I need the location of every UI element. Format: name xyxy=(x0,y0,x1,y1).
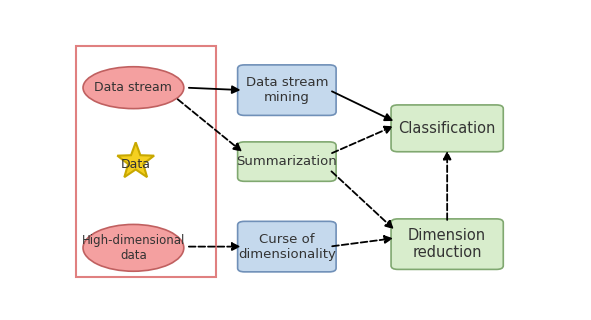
Text: Dimension
reduction: Dimension reduction xyxy=(408,228,486,260)
FancyBboxPatch shape xyxy=(391,219,504,269)
Text: Data stream
mining: Data stream mining xyxy=(246,76,328,104)
Ellipse shape xyxy=(83,224,184,271)
FancyBboxPatch shape xyxy=(238,142,336,181)
Text: Data stream: Data stream xyxy=(95,81,173,94)
FancyBboxPatch shape xyxy=(238,221,336,272)
FancyBboxPatch shape xyxy=(238,65,336,116)
Polygon shape xyxy=(117,142,154,177)
Text: Classification: Classification xyxy=(398,121,496,136)
Text: Summarization: Summarization xyxy=(236,155,337,168)
Text: Data: Data xyxy=(121,158,151,171)
Text: High-dimensional
data: High-dimensional data xyxy=(82,234,185,262)
Bar xyxy=(76,46,216,277)
Ellipse shape xyxy=(83,67,184,108)
FancyBboxPatch shape xyxy=(391,105,504,152)
Text: Curse of
dimensionality: Curse of dimensionality xyxy=(238,233,336,260)
